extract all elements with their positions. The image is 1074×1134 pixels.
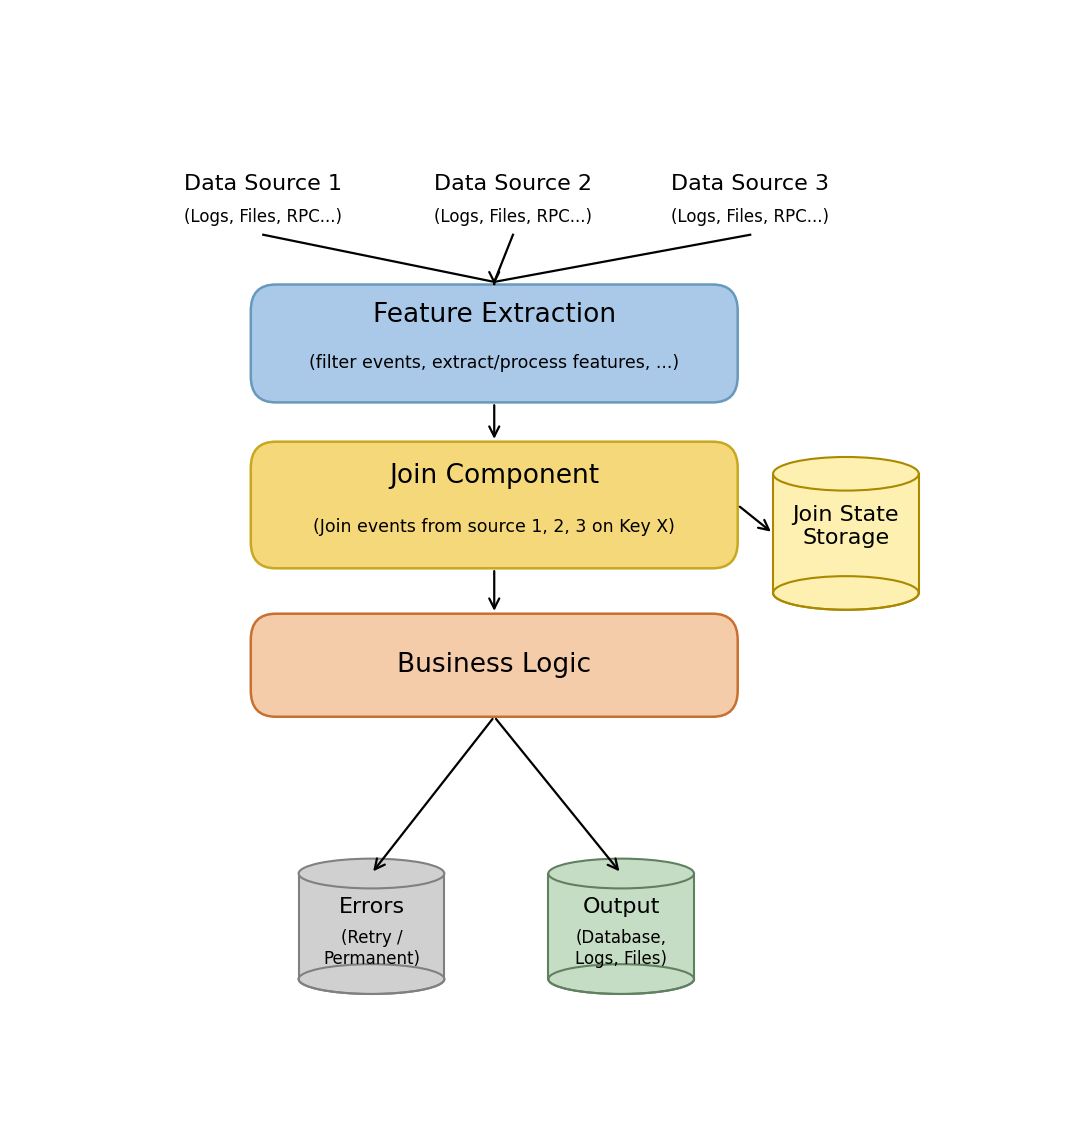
- Text: Data Source 2: Data Source 2: [434, 175, 592, 194]
- Text: (Join events from source 1, 2, 3 on Key X): (Join events from source 1, 2, 3 on Key …: [314, 518, 676, 536]
- FancyBboxPatch shape: [250, 285, 738, 403]
- Ellipse shape: [299, 858, 445, 888]
- Text: (Logs, Files, RPC...): (Logs, Files, RPC...): [671, 209, 829, 227]
- Polygon shape: [299, 873, 445, 979]
- Polygon shape: [773, 474, 918, 593]
- Ellipse shape: [299, 964, 445, 995]
- Ellipse shape: [549, 964, 694, 995]
- Text: Business Logic: Business Logic: [397, 652, 592, 678]
- Text: Data Source 1: Data Source 1: [185, 175, 343, 194]
- Text: Join State
Storage: Join State Storage: [793, 505, 899, 548]
- Text: Feature Extraction: Feature Extraction: [373, 302, 615, 328]
- FancyBboxPatch shape: [250, 442, 738, 568]
- FancyBboxPatch shape: [250, 613, 738, 717]
- Text: Join Component: Join Component: [389, 463, 599, 489]
- Polygon shape: [549, 873, 694, 979]
- Ellipse shape: [773, 457, 918, 491]
- Text: (Logs, Files, RPC...): (Logs, Files, RPC...): [185, 209, 343, 227]
- Text: (Retry /
Permanent): (Retry / Permanent): [323, 929, 420, 967]
- Text: Errors: Errors: [338, 897, 405, 917]
- Text: (Database,
Logs, Files): (Database, Logs, Files): [576, 929, 667, 967]
- Ellipse shape: [549, 858, 694, 888]
- Text: Data Source 3: Data Source 3: [671, 175, 829, 194]
- Ellipse shape: [773, 576, 918, 610]
- Text: (Logs, Files, RPC...): (Logs, Files, RPC...): [434, 209, 592, 227]
- Text: (filter events, extract/process features, ...): (filter events, extract/process features…: [309, 354, 679, 372]
- Text: Output: Output: [582, 897, 659, 917]
